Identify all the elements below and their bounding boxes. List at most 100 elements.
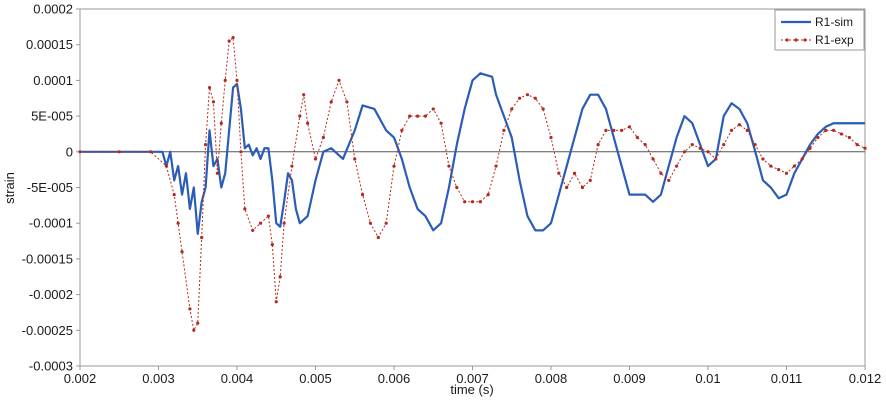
data-point-r1-exp xyxy=(117,150,121,154)
data-point-r1-exp xyxy=(368,221,373,225)
data-point-r1-exp xyxy=(376,235,380,240)
data-point-r1-exp xyxy=(298,114,302,118)
data-point-r1-exp xyxy=(215,171,219,175)
data-point-r1-exp xyxy=(204,143,208,147)
data-point-r1-exp xyxy=(180,250,184,254)
data-point-r1-exp xyxy=(266,214,270,218)
x-tick-label: 0.007 xyxy=(456,371,489,386)
x-tick-label: 0.002 xyxy=(64,371,97,386)
data-point-r1-exp xyxy=(384,221,388,225)
x-axis-title: time (s) xyxy=(450,382,493,397)
data-point-r1-exp xyxy=(777,168,781,172)
data-point-r1-exp xyxy=(270,243,274,247)
legend-marker-r1-exp xyxy=(794,38,798,42)
data-point-r1-exp xyxy=(557,171,561,175)
data-point-r1-exp xyxy=(518,96,522,100)
data-point-r1-exp xyxy=(863,146,867,150)
data-point-r1-exp xyxy=(643,143,647,147)
data-point-r1-exp xyxy=(207,85,212,90)
data-point-r1-exp xyxy=(282,221,286,225)
data-point-r1-exp xyxy=(533,96,537,100)
data-point-r1-exp xyxy=(392,164,396,168)
legend-marker-r1-exp xyxy=(803,38,807,42)
data-point-r1-exp xyxy=(172,193,176,197)
data-point-r1-exp xyxy=(196,321,200,325)
data-point-r1-exp xyxy=(251,228,255,232)
x-tick-label: 0.006 xyxy=(378,371,411,386)
data-point-r1-exp xyxy=(682,150,687,154)
x-tick-label: 0.012 xyxy=(849,371,882,386)
data-point-r1-exp xyxy=(345,100,349,104)
data-point-r1-exp xyxy=(439,121,443,125)
data-point-r1-exp xyxy=(192,328,196,332)
data-point-r1-exp xyxy=(706,150,710,154)
data-point-r1-exp xyxy=(784,171,789,175)
data-point-r1-exp xyxy=(510,107,514,111)
data-point-r1-exp xyxy=(808,146,812,150)
data-point-r1-exp xyxy=(604,128,608,132)
legend-label-r1-sim: R1-sim xyxy=(815,15,853,29)
series-line-r1-exp xyxy=(80,37,866,331)
data-point-r1-exp xyxy=(415,114,420,118)
legend: R1-sim R1-exp xyxy=(774,9,865,51)
data-point-r1-exp xyxy=(78,150,82,154)
data-point-r1-exp xyxy=(737,123,742,127)
data-point-r1-exp xyxy=(211,100,216,104)
data-point-r1-exp xyxy=(588,178,592,182)
data-point-r1-exp xyxy=(580,185,585,190)
y-tick-label: 0 xyxy=(66,144,73,159)
data-point-r1-exp xyxy=(423,114,427,118)
data-point-r1-exp xyxy=(800,157,804,161)
x-axis: 0.002 0.003 0.004 0.005 0.006 0.007 0.008 0.009… xyxy=(64,366,882,386)
data-point-r1-exp xyxy=(149,150,153,154)
data-point-r1-exp xyxy=(769,164,773,168)
data-point-r1-exp xyxy=(761,157,765,161)
data-point-r1-exp xyxy=(400,128,404,132)
data-point-r1-exp xyxy=(659,171,663,175)
x-tick-label: 0.01 xyxy=(695,371,720,386)
data-point-r1-exp xyxy=(525,93,530,97)
data-point-r1-exp xyxy=(620,128,624,132)
data-point-r1-exp xyxy=(470,200,475,204)
data-point-r1-exp xyxy=(239,150,243,154)
data-point-r1-exp xyxy=(714,157,718,161)
x-tick-label: 0.004 xyxy=(221,371,254,386)
data-point-r1-exp xyxy=(274,300,278,304)
y-tick-label: -5E-005 xyxy=(27,180,73,195)
data-point-r1-exp xyxy=(502,128,506,132)
data-point-r1-exp xyxy=(306,121,310,125)
data-point-r1-exp xyxy=(832,128,836,132)
data-point-r1-exp xyxy=(431,107,435,111)
data-point-r1-exp xyxy=(235,78,239,82)
data-point-r1-exp xyxy=(290,164,294,168)
y-tick-label: -0.00025 xyxy=(22,323,73,338)
data-point-r1-exp xyxy=(408,114,412,118)
data-point-r1-exp xyxy=(816,135,820,140)
data-point-r1-exp xyxy=(223,78,227,82)
data-point-r1-exp xyxy=(455,185,459,190)
x-tick-label: 0.009 xyxy=(613,371,646,386)
legend-box xyxy=(774,9,865,51)
data-point-r1-exp xyxy=(729,128,734,132)
y-tick-label: 0.00015 xyxy=(26,37,73,52)
data-point-r1-exp xyxy=(447,164,451,168)
data-point-r1-exp xyxy=(313,157,318,161)
data-point-r1-exp xyxy=(745,128,749,132)
series-line-r1-sim xyxy=(80,72,865,236)
data-point-r1-exp xyxy=(329,100,333,104)
data-point-r1-exp xyxy=(627,125,632,129)
data-point-r1-exp xyxy=(463,200,467,204)
data-point-r1-exp xyxy=(855,143,859,147)
data-point-r1-exp xyxy=(486,193,490,197)
data-point-r1-exp xyxy=(164,164,168,168)
data-point-r1-exp xyxy=(698,146,702,150)
data-point-r1-exp xyxy=(227,39,231,43)
data-point-r1-exp xyxy=(824,128,828,132)
data-point-r1-exp xyxy=(753,143,757,147)
y-tick-label: -0.0002 xyxy=(29,287,73,302)
data-point-r1-exp xyxy=(722,143,726,147)
data-point-r1-exp xyxy=(792,164,796,168)
plot-area xyxy=(79,8,866,367)
data-point-r1-exp xyxy=(549,135,553,140)
data-point-r1-exp xyxy=(667,178,671,182)
